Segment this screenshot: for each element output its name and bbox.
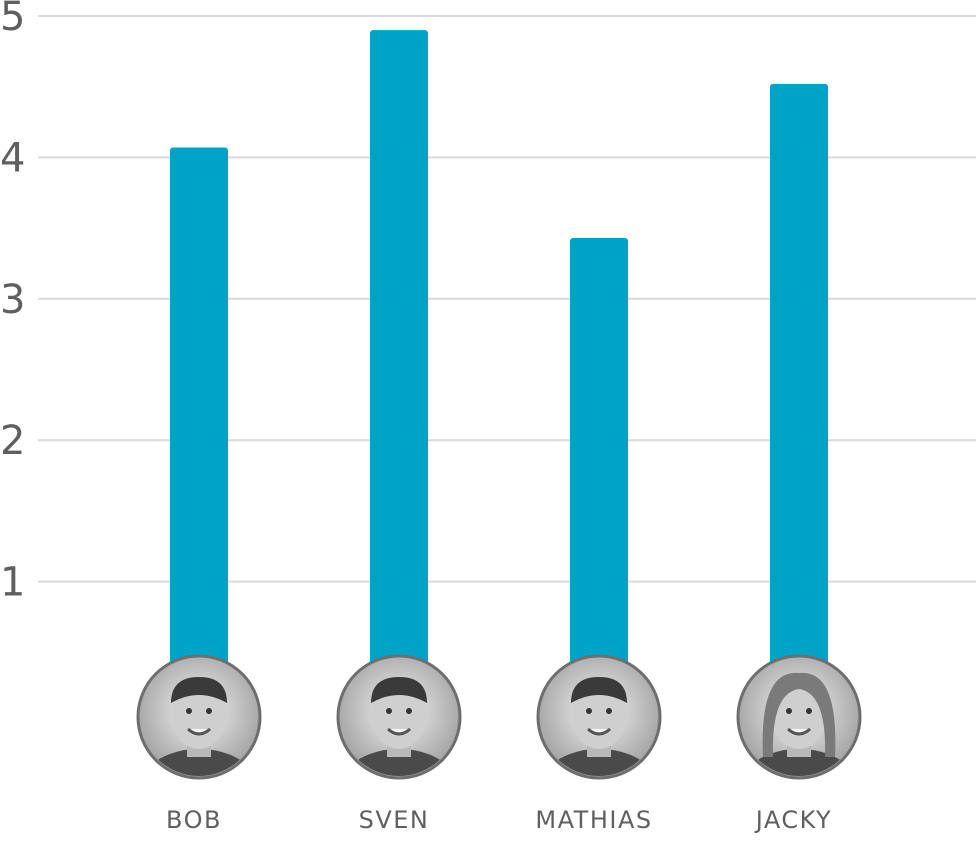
y-axis: 1 2 3 4 5 xyxy=(0,0,25,606)
avatar-smile xyxy=(386,727,412,736)
bar-mathias xyxy=(570,237,628,684)
avatar-face xyxy=(171,681,227,749)
avatar-hair xyxy=(571,677,627,703)
avatar-smile xyxy=(186,727,212,736)
y-tick-label: 1 xyxy=(0,560,25,606)
avatar-eye xyxy=(406,708,412,714)
avatar-shoulders xyxy=(743,749,855,776)
x-tick-label: BOB xyxy=(166,806,222,834)
avatar-jacky xyxy=(736,654,862,780)
avatar-shoulders xyxy=(143,749,255,776)
avatar-sven xyxy=(336,654,462,780)
y-tick-label: 2 xyxy=(0,418,25,464)
avatar-eye xyxy=(806,708,812,714)
x-tick-label: MATHIAS xyxy=(535,806,652,834)
bar-sven xyxy=(370,30,428,683)
avatar-face xyxy=(371,681,427,749)
bar-bob xyxy=(170,147,228,683)
y-tick-label: 4 xyxy=(0,135,25,181)
avatar-mathias xyxy=(536,654,662,780)
x-axis: BOB SVEN MATHIAS JACKY xyxy=(166,806,832,834)
avatar-eye xyxy=(386,708,392,714)
avatar-eye xyxy=(606,708,612,714)
avatar-smile xyxy=(586,727,612,736)
avatar-shoulders xyxy=(543,749,655,776)
x-tick-label: JACKY xyxy=(754,806,832,834)
avatar-hair xyxy=(171,677,227,703)
avatar-eye xyxy=(586,708,592,714)
avatar-bob xyxy=(136,654,262,780)
avatars xyxy=(136,654,862,780)
avatar-face xyxy=(771,681,827,749)
y-tick-label: 3 xyxy=(0,277,25,323)
avatar-eye xyxy=(786,708,792,714)
avatar-shoulders xyxy=(343,749,455,776)
avatar-eye xyxy=(206,708,212,714)
avatar-hair xyxy=(762,672,836,757)
avatar-smile xyxy=(786,727,812,736)
x-tick-label: SVEN xyxy=(359,806,430,834)
bars xyxy=(170,30,828,684)
avatar-eye xyxy=(186,708,192,714)
bar-jacky xyxy=(770,83,828,683)
avatar-face xyxy=(571,681,627,749)
y-tick-label: 5 xyxy=(0,0,25,40)
avatar-hair xyxy=(371,677,427,703)
